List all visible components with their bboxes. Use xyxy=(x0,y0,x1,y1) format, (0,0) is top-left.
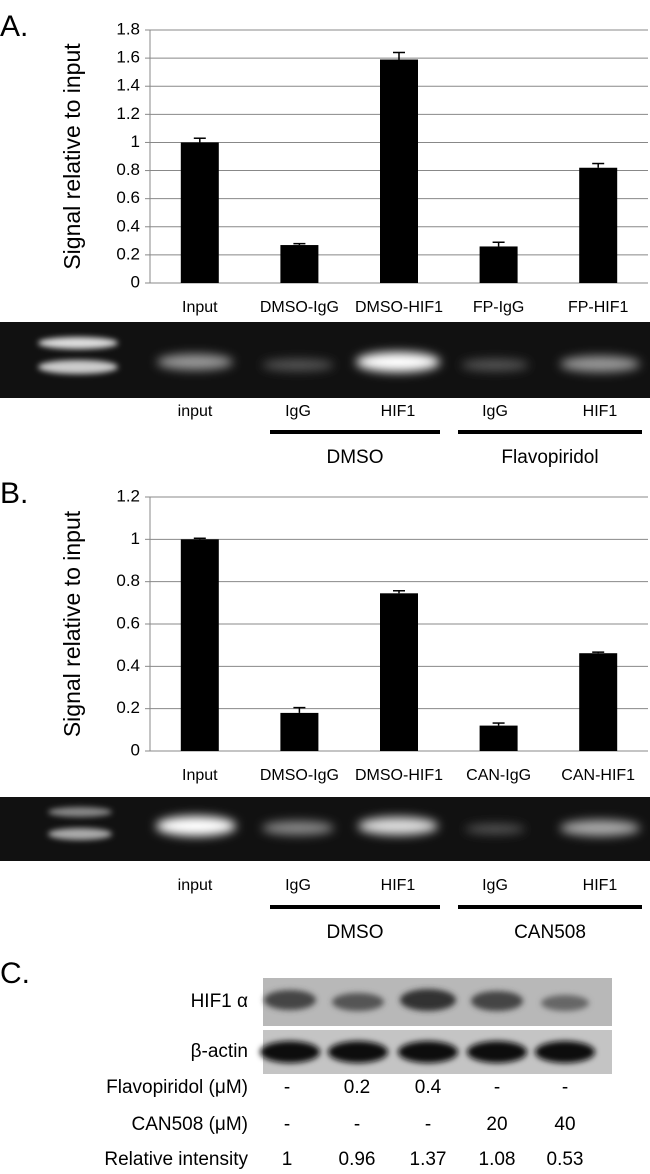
panel-label: C. xyxy=(0,957,30,990)
cell: - xyxy=(494,1077,500,1098)
y-tick-label: 1.6 xyxy=(116,48,140,67)
x-tick-label: DMSO-HIF1 xyxy=(355,299,443,316)
cell: - xyxy=(354,1114,360,1135)
x-tick-label: Input xyxy=(182,767,218,784)
bar xyxy=(380,593,418,751)
panel-label: A. xyxy=(0,10,28,43)
lane-label: IgG xyxy=(285,877,311,894)
lane-label: IgG xyxy=(285,403,311,420)
x-tick-label: CAN-HIF1 xyxy=(561,767,635,784)
cell: 1 xyxy=(282,1149,293,1170)
y-tick-label: 0.4 xyxy=(116,656,140,675)
x-tick-label: FP-IgG xyxy=(473,299,525,316)
y-tick-label: 1.4 xyxy=(116,76,140,95)
cell: 1.37 xyxy=(410,1149,447,1170)
y-tick-label: 1.8 xyxy=(116,19,140,38)
group-label: DMSO xyxy=(327,922,384,943)
y-tick-label: 1 xyxy=(131,529,140,548)
group-label: DMSO xyxy=(327,447,384,468)
cell: 40 xyxy=(554,1114,575,1135)
y-tick-label: 0.2 xyxy=(116,244,140,263)
y-tick-label: 0 xyxy=(131,740,140,759)
lane-label: input xyxy=(178,877,213,894)
y-tick-label: 0.4 xyxy=(116,216,140,235)
bar xyxy=(579,167,618,283)
gel-image xyxy=(0,797,650,861)
band-label: HIF1 α xyxy=(191,991,248,1012)
bar xyxy=(180,539,219,751)
panel-label: B. xyxy=(0,477,28,510)
bar xyxy=(380,59,418,284)
row-label: CAN508 (μM) xyxy=(131,1114,248,1135)
x-tick-label: DMSO-IgG xyxy=(260,767,339,784)
cell: - xyxy=(562,1077,568,1098)
y-axis-label: Signal relative to input xyxy=(59,43,85,270)
cell: - xyxy=(284,1114,290,1135)
y-tick-label: 1.2 xyxy=(116,104,140,123)
bar xyxy=(579,653,618,751)
cell: 1.08 xyxy=(479,1149,516,1170)
lane-label: HIF1 xyxy=(583,877,618,894)
cell: 0.4 xyxy=(415,1077,442,1098)
x-tick-label: FP-HIF1 xyxy=(568,299,629,316)
gel-image xyxy=(0,322,650,398)
row-label: Flavopiridol (μM) xyxy=(106,1077,248,1098)
bar xyxy=(280,245,319,283)
y-tick-label: 0.6 xyxy=(116,188,140,207)
cell: - xyxy=(425,1114,431,1135)
x-tick-label: DMSO-IgG xyxy=(260,299,339,316)
bar xyxy=(479,725,518,751)
x-tick-label: CAN-IgG xyxy=(466,767,531,784)
lane-label: IgG xyxy=(482,877,508,894)
cell: - xyxy=(284,1077,290,1098)
lane-label: HIF1 xyxy=(381,403,416,420)
lane-label: input xyxy=(178,403,213,420)
group-label: CAN508 xyxy=(514,922,586,943)
bar xyxy=(479,246,518,283)
y-tick-label: 0.6 xyxy=(116,613,140,632)
group-label: Flavopiridol xyxy=(501,447,598,468)
lane-label: HIF1 xyxy=(583,403,618,420)
row-label: Relative intensity xyxy=(104,1149,248,1170)
lane-label: HIF1 xyxy=(381,877,416,894)
y-tick-label: 0 xyxy=(131,272,140,291)
cell: 20 xyxy=(486,1114,507,1135)
band-label: β-actin xyxy=(191,1041,248,1062)
cell: 0.53 xyxy=(547,1149,584,1170)
y-axis-label: Signal relative to input xyxy=(59,510,85,737)
cell: 0.96 xyxy=(339,1149,376,1170)
y-tick-label: 1 xyxy=(131,132,140,151)
y-tick-label: 0.8 xyxy=(116,160,140,179)
cell: 0.2 xyxy=(344,1077,370,1098)
y-tick-label: 1.2 xyxy=(116,486,140,505)
bar xyxy=(280,712,319,751)
bar xyxy=(180,142,219,283)
y-tick-label: 0.8 xyxy=(116,571,140,590)
blot-image xyxy=(260,978,612,1074)
lane-label: IgG xyxy=(482,403,508,420)
y-tick-label: 0.2 xyxy=(116,698,140,717)
x-tick-label: Input xyxy=(182,299,218,316)
x-tick-label: DMSO-HIF1 xyxy=(355,767,443,784)
